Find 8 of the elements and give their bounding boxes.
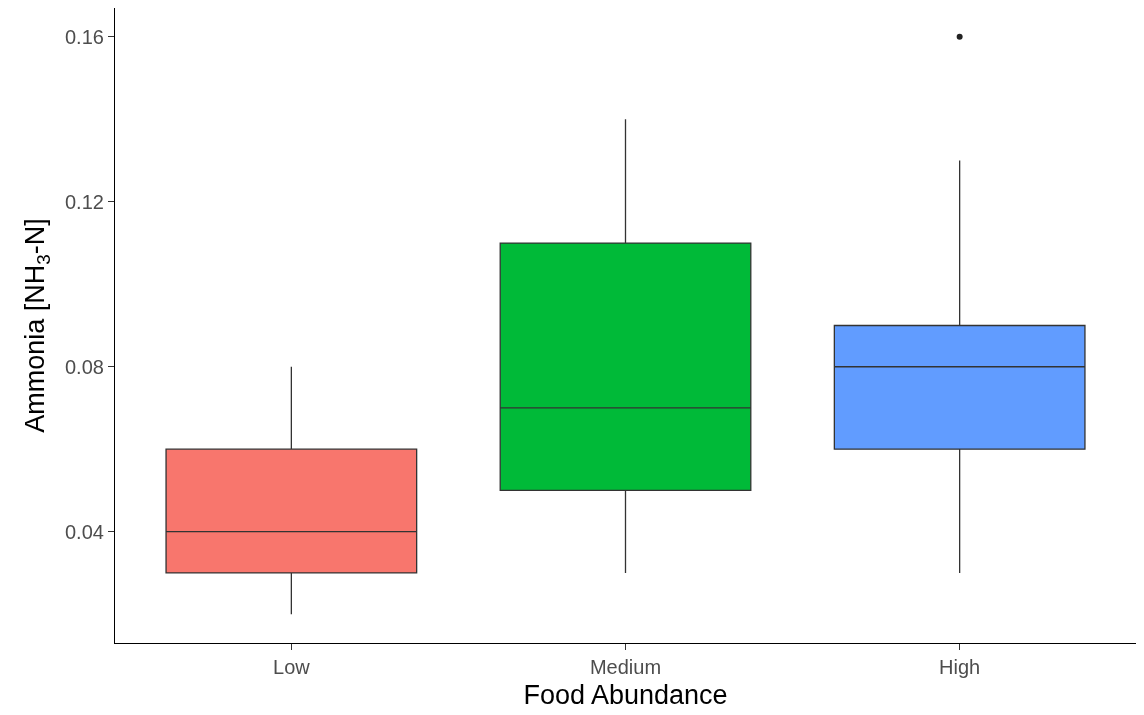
y-tick-label: 0.12	[64, 190, 104, 213]
x-tick-label: Medium	[589, 656, 662, 679]
x-axis-title: Food Abundance	[523, 680, 728, 711]
y-tick-label: 0.04	[64, 520, 104, 543]
x-tick-label: Low	[273, 656, 311, 679]
x-tick-label: High	[939, 656, 981, 679]
y-tick-label: 0.16	[64, 25, 104, 48]
y-tick-label: 0.08	[64, 355, 104, 378]
